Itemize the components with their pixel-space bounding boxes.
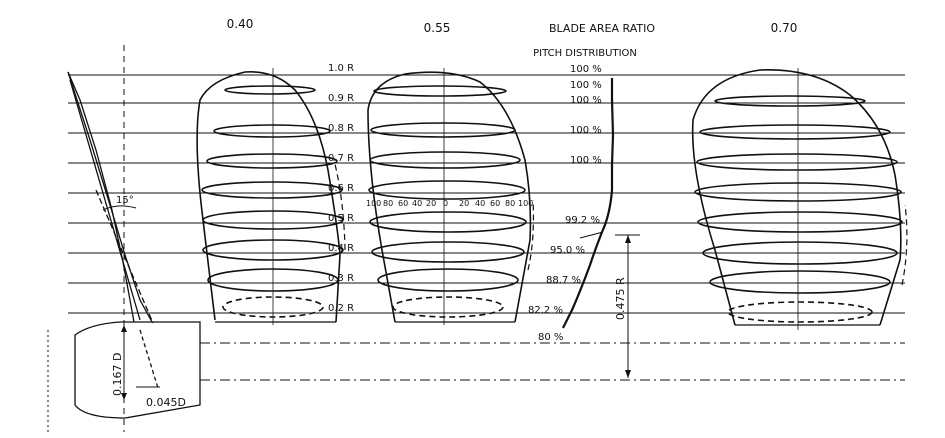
radius-label: 1.0 R [328, 63, 354, 74]
chord-tick: 100 [518, 199, 533, 208]
chord-tick: 80 [383, 199, 393, 208]
pitch-hub-value: 80 % [538, 332, 563, 343]
hub-diameter-label: 0.167 D [111, 353, 124, 396]
blade-outline-070 [691, 69, 908, 326]
blade-outline-055 [367, 71, 535, 323]
area-ratio-070: 0.70 [771, 21, 798, 35]
diagram-title: BLADE AREA RATIO [549, 22, 655, 35]
radius-label: 0.9 R [328, 93, 354, 104]
pitch-value: 82.2 % [528, 305, 563, 316]
radius-label: 0.3 R [328, 273, 354, 284]
rake-angle-label: 15° [116, 195, 134, 206]
pitch-labels: 100 % 100 % 100 % 100 % 100 % 99.2 % 95.… [528, 64, 602, 343]
pitch-value: 88.7 % [546, 275, 581, 286]
radius-label: 0.4 R [328, 243, 354, 254]
chord-tick: 20 [459, 199, 469, 208]
chord-tick: 100 [366, 199, 381, 208]
area-ratio-055: 0.55 [424, 21, 451, 35]
chord-scale: 100 80 60 40 20 0 20 40 60 80 100 [366, 199, 533, 208]
pitch-distribution-title: PITCH DISTRIBUTION [533, 48, 637, 59]
pitch-value: 100 % [570, 125, 602, 136]
rake-angle-arc [102, 205, 137, 211]
pitch-value: 95.0 % [550, 245, 585, 256]
pitch-distribution-curve [562, 78, 615, 329]
radius-labels: 1.0 R 0.9 R 0.8 R 0.7 R 0.6 R 0.5 R 0.4 … [328, 63, 354, 314]
pitch-value: 100 % [570, 155, 602, 166]
blade-side-profile [67, 71, 159, 389]
propeller-hub [74, 321, 201, 419]
chord-tick: 40 [412, 199, 422, 208]
blade-centerlines [272, 68, 799, 330]
pitch-value: 100 % [570, 80, 602, 91]
radius-label: 0.2 R [328, 303, 354, 314]
hub-radius-label: 0.475 R [614, 277, 627, 320]
pitch-value: 99.2 % [565, 215, 600, 226]
pitch-value: 100 % [570, 95, 602, 106]
chord-tick: 60 [490, 199, 500, 208]
chord-tick: 80 [505, 199, 515, 208]
radius-lines [68, 74, 905, 381]
chord-tick: 60 [398, 199, 408, 208]
area-ratio-040: 0.40 [227, 17, 254, 31]
radius-label: 0.7 R [328, 153, 354, 164]
radius-label: 0.6 R [328, 183, 354, 194]
pitch-leader [579, 231, 604, 239]
chord-tick: 40 [475, 199, 485, 208]
radius-label: 0.8 R [328, 123, 354, 134]
chord-tick: 20 [426, 199, 436, 208]
chord-tick: 0 [443, 199, 448, 208]
hub-offset-label: 0.045D [146, 396, 186, 409]
pitch-value: 100 % [570, 64, 602, 75]
radius-label: 0.5 R [328, 213, 354, 224]
blade-outline-040 [196, 71, 346, 323]
